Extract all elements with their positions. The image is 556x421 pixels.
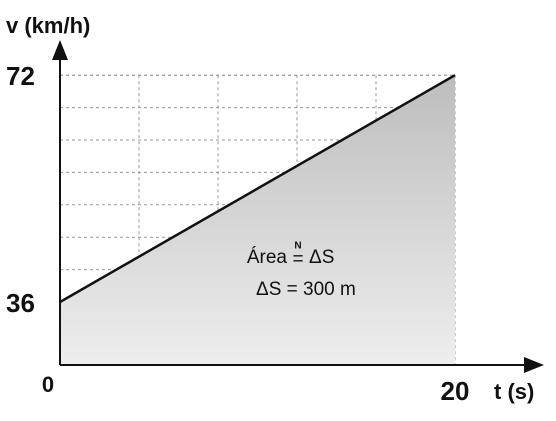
y-tick-label: 36 <box>6 288 35 318</box>
x-axis-label: t (s) <box>494 379 534 404</box>
annotation-right: ΔS <box>309 247 334 268</box>
annotation-over: N <box>294 241 301 252</box>
annotation-left: Área <box>247 247 288 268</box>
line <box>59 74 456 304</box>
y-axis-label: v (km/h) <box>6 13 90 38</box>
x-tick-label: 0 <box>42 372 54 397</box>
annotation-result: ΔS = 300 m <box>256 279 356 300</box>
area <box>60 75 455 365</box>
x-tick-label: 20 <box>441 376 470 406</box>
y-tick-label: 72 <box>6 61 35 91</box>
plot <box>59 74 456 365</box>
annotation-symbol: = <box>292 249 303 270</box>
